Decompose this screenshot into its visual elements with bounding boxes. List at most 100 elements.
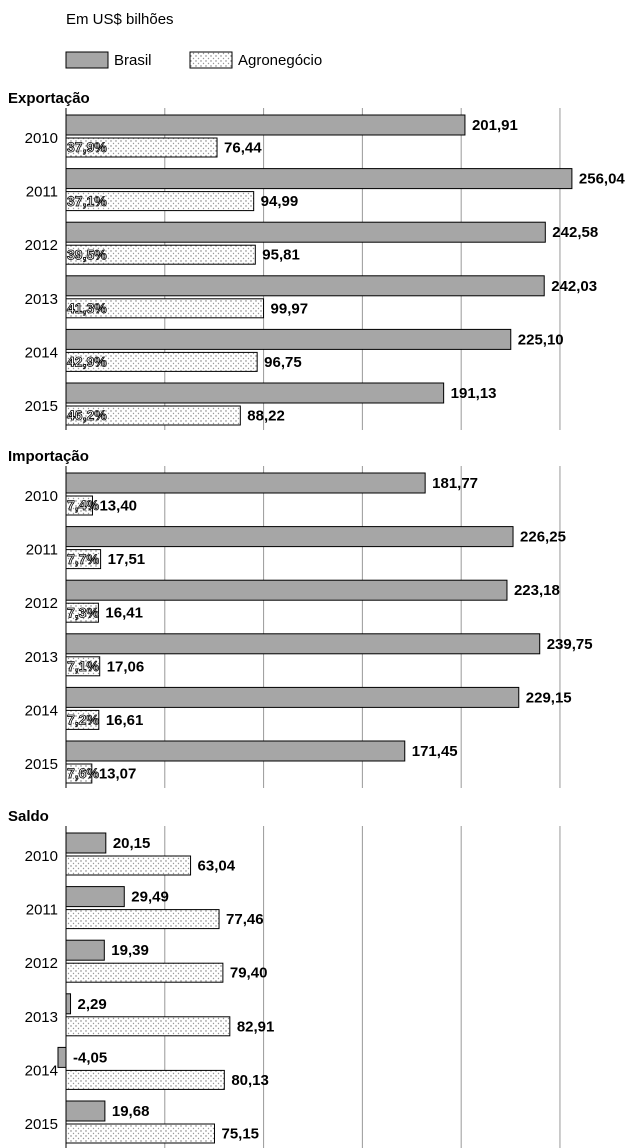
value-label: 20,15 — [113, 835, 151, 852]
bar — [65, 191, 255, 212]
value-label: 16,41 — [105, 605, 143, 622]
value-label: 17,51 — [108, 551, 146, 568]
value-label: 88,22 — [247, 407, 285, 424]
y-tick-label: 2015 — [25, 398, 58, 415]
bar — [65, 351, 258, 372]
value-label: 63,04 — [198, 857, 236, 874]
bar — [65, 886, 125, 908]
bar — [65, 526, 514, 548]
y-tick-label: 2011 — [26, 902, 58, 919]
bar — [65, 1069, 225, 1090]
bar — [65, 1100, 106, 1122]
bar — [65, 328, 512, 350]
share-label: 39,5% — [67, 246, 107, 262]
bar — [65, 832, 107, 854]
value-label: 229,15 — [526, 689, 572, 706]
bar — [65, 855, 192, 876]
y-tick-label: 2010 — [25, 130, 58, 147]
y-tick-label: 2010 — [25, 848, 58, 865]
panel-title: Importação — [8, 448, 89, 465]
bar — [65, 298, 265, 319]
y-tick-label: 2014 — [25, 1062, 58, 1079]
share-label: 37,9% — [67, 139, 107, 155]
y-tick-label: 2012 — [25, 955, 58, 972]
value-label: 82,91 — [237, 1018, 275, 1035]
value-label: 226,25 — [520, 529, 566, 546]
share-label: 7,6% — [67, 765, 99, 781]
share-label: 42,9% — [67, 354, 107, 370]
bar — [65, 962, 224, 983]
value-label: 242,03 — [551, 278, 597, 295]
share-label: 7,7% — [67, 551, 99, 567]
y-tick-label: 2014 — [25, 702, 58, 719]
bar — [65, 472, 426, 494]
bar — [65, 244, 256, 265]
bar — [65, 993, 72, 1015]
bar — [65, 602, 99, 623]
y-tick-label: 2012 — [25, 595, 58, 612]
share-label: 37,1% — [67, 193, 107, 209]
value-label: 80,13 — [231, 1072, 269, 1089]
bar — [65, 939, 105, 961]
value-label: 29,49 — [131, 889, 169, 906]
bar — [65, 579, 508, 601]
legend-label: Agronegócio — [238, 52, 322, 69]
panel-title: Saldo — [8, 808, 49, 825]
y-tick-label: 2014 — [25, 344, 58, 361]
bar — [57, 1046, 67, 1068]
y-tick-label: 2013 — [25, 1009, 58, 1026]
bar — [65, 763, 93, 784]
bar — [65, 168, 573, 190]
bar — [65, 549, 102, 570]
value-label: 77,46 — [226, 911, 264, 928]
bar — [65, 1016, 231, 1037]
value-label: 256,04 — [579, 171, 626, 188]
value-label: 94,99 — [261, 193, 299, 210]
bar — [65, 686, 520, 708]
value-label: 171,45 — [412, 743, 458, 760]
y-tick-label: 2012 — [25, 237, 58, 254]
legend-swatch — [189, 51, 233, 69]
y-tick-label: 2015 — [25, 1116, 58, 1133]
share-label: 7,3% — [67, 604, 99, 620]
share-label: 41,3% — [67, 300, 107, 316]
value-label: 223,18 — [514, 582, 560, 599]
panel-title: Exportação — [8, 90, 90, 107]
bar — [65, 382, 445, 404]
bar — [65, 495, 93, 516]
value-label: 79,40 — [230, 965, 268, 982]
value-label: 181,77 — [432, 475, 478, 492]
y-tick-label: 2011 — [26, 542, 58, 559]
value-label: 201,91 — [472, 117, 518, 134]
bar — [65, 740, 406, 762]
bar — [65, 633, 541, 655]
bar — [65, 221, 546, 243]
subtitle: Em US$ bilhões — [66, 11, 174, 28]
bar — [65, 137, 218, 158]
value-label: 75,15 — [221, 1125, 259, 1142]
share-label: 7,4% — [67, 497, 99, 513]
share-label: 7,1% — [67, 658, 99, 674]
value-label: 99,97 — [271, 300, 309, 317]
bar — [65, 275, 545, 297]
bar — [65, 656, 101, 677]
value-label: 191,13 — [451, 385, 497, 402]
value-label: 225,10 — [518, 331, 564, 348]
value-label: 242,58 — [552, 224, 598, 241]
value-label: 76,44 — [224, 139, 262, 156]
value-label: 2,29 — [78, 996, 107, 1013]
value-label: 13,07 — [99, 765, 137, 782]
value-label: 19,39 — [111, 942, 149, 959]
value-label: 95,81 — [262, 247, 300, 264]
bar — [65, 405, 241, 426]
y-tick-label: 2013 — [25, 649, 58, 666]
value-label: 13,40 — [99, 497, 137, 514]
share-label: 7,2% — [67, 712, 99, 728]
value-label: 17,06 — [107, 658, 145, 675]
bar — [65, 709, 100, 730]
share-label: 46,2% — [67, 407, 107, 423]
value-label: 16,61 — [106, 712, 144, 729]
bar — [65, 114, 466, 136]
legend-swatch — [65, 51, 109, 69]
